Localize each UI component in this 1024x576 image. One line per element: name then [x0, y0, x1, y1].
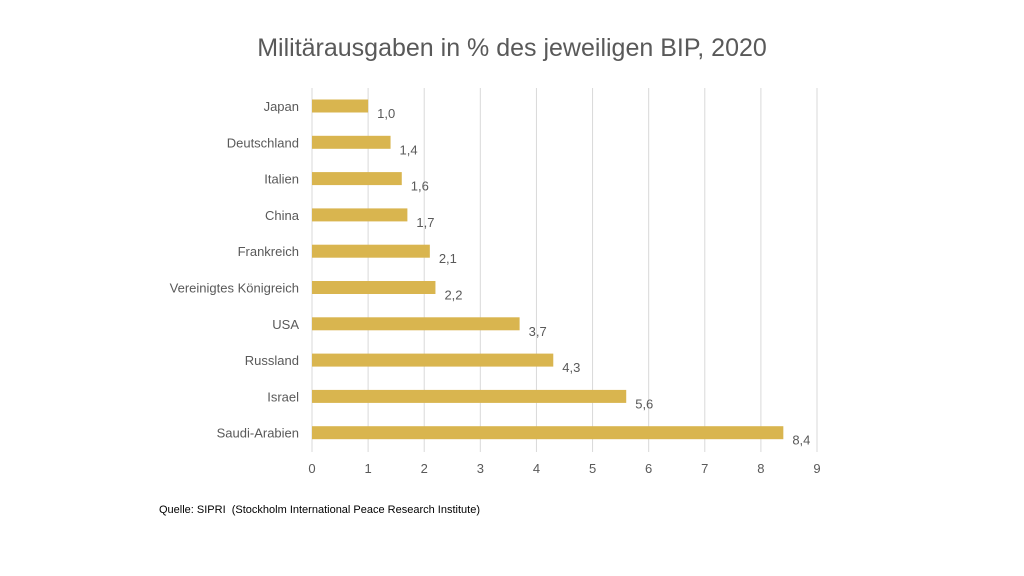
category-label: Deutschland: [227, 135, 299, 150]
data-label: 1,7: [416, 215, 434, 230]
x-tick-label: 6: [645, 461, 652, 476]
data-label: 8,4: [792, 433, 810, 448]
x-tick-label: 5: [589, 461, 596, 476]
category-label: Vereinigtes Königreich: [170, 281, 299, 296]
category-label: China: [265, 208, 300, 223]
category-label: Frankreich: [238, 244, 299, 259]
x-tick-label: 7: [701, 461, 708, 476]
bar: [312, 281, 436, 294]
source-note: Quelle: SIPRI (Stockholm International P…: [159, 504, 480, 516]
category-label: Japan: [264, 99, 299, 114]
data-label: 2,1: [439, 251, 457, 266]
bar: [312, 172, 402, 186]
x-tick-label: 3: [477, 461, 484, 476]
category-label: USA: [272, 317, 299, 332]
bar: [312, 426, 784, 440]
bar: [312, 135, 391, 149]
bar: [312, 208, 408, 222]
x-tick-label: 2: [421, 461, 428, 476]
x-tick-label: 9: [813, 461, 820, 476]
bar: [312, 99, 369, 113]
labels: 0 1 2 3 4 5 6 7 8 9 Japan 1,0 Deutschland 1,4 Italien 1…: [170, 99, 821, 476]
bars: [312, 99, 784, 440]
chart-title: Militärausgaben in % des jeweiligen BIP,…: [257, 34, 767, 62]
category-label: Russland: [245, 353, 299, 368]
x-tick-label: 8: [757, 461, 764, 476]
category-label: Italien: [264, 172, 299, 187]
x-tick-label: 0: [308, 461, 315, 476]
category-label: Israel: [267, 389, 299, 404]
data-label: 2,2: [444, 288, 462, 303]
data-label: 5,6: [635, 396, 653, 411]
data-label: 1,4: [400, 142, 418, 157]
x-tick-label: 4: [533, 461, 540, 476]
bar: [312, 353, 554, 367]
data-label: 1,0: [377, 106, 395, 121]
bar: [312, 389, 627, 403]
data-label: 3,7: [529, 324, 547, 339]
bar: [312, 244, 430, 258]
data-label: 1,6: [411, 179, 429, 194]
data-label: 4,3: [562, 360, 580, 375]
category-label: Saudi-Arabien: [217, 426, 299, 441]
bar: [312, 317, 520, 331]
x-tick-label: 1: [364, 461, 371, 476]
gridlines: [311, 88, 818, 452]
